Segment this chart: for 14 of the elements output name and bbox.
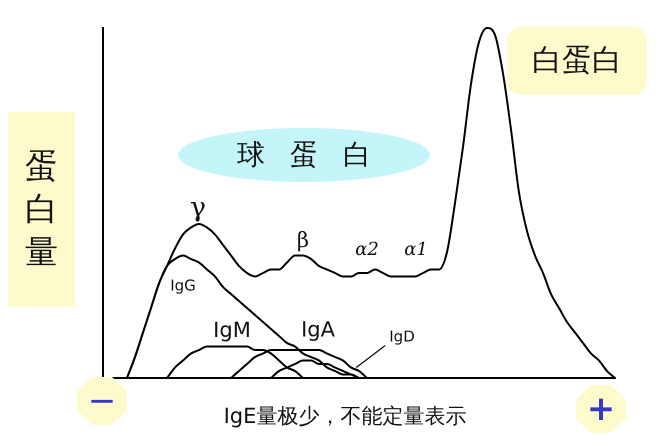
text: + bbox=[586, 389, 616, 429]
text: IgE量极少，不能定量表示 bbox=[224, 404, 466, 428]
series-label: IgM bbox=[213, 318, 251, 342]
annotation: α2 bbox=[355, 239, 379, 260]
annotation: α1 bbox=[404, 239, 428, 260]
y-axis-title: 蛋白量 bbox=[25, 145, 58, 273]
series-label: IgA bbox=[301, 317, 336, 342]
series-label: IgG bbox=[170, 276, 196, 294]
text: − bbox=[88, 381, 116, 421]
annotation: 球蛋白 bbox=[236, 138, 396, 171]
annotation: γ bbox=[190, 192, 206, 222]
annotation: 白蛋白 bbox=[532, 43, 622, 78]
text: IgD bbox=[389, 327, 415, 346]
annotation: β bbox=[296, 228, 310, 252]
